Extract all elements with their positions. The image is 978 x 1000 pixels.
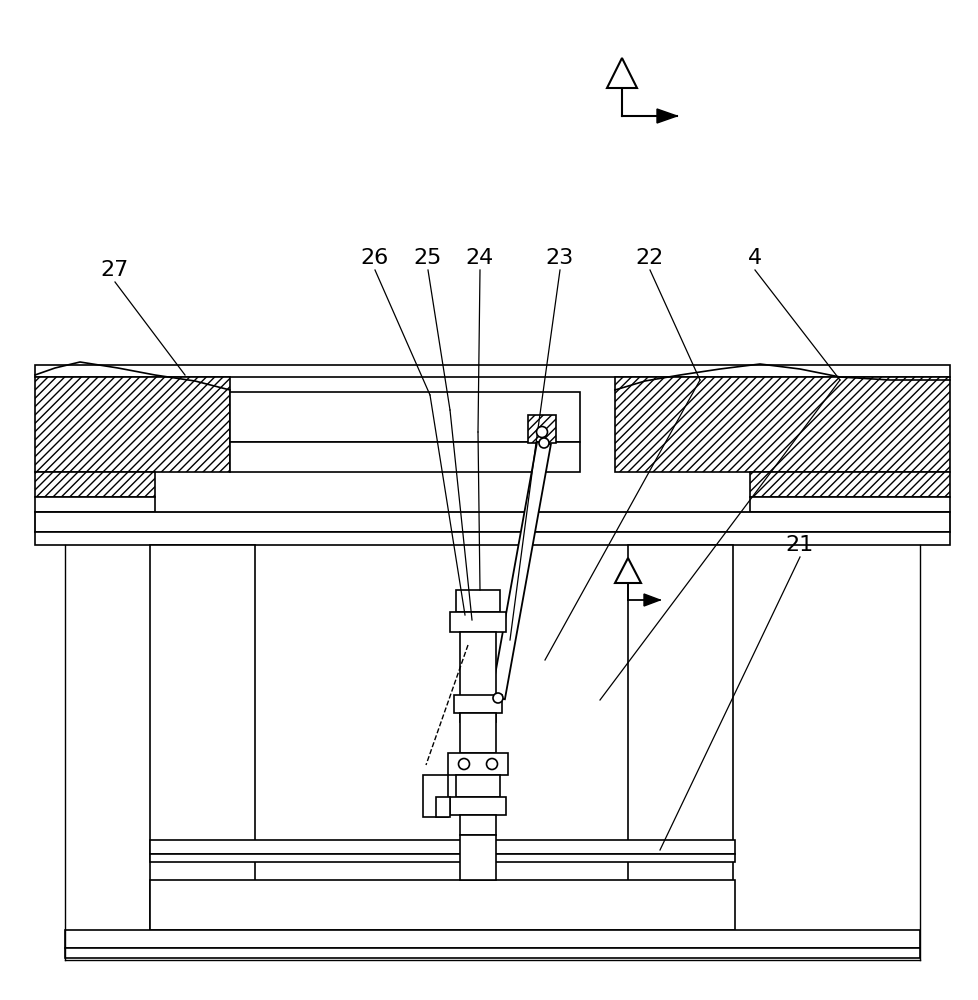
Bar: [749, 472, 949, 497]
Text: 22: 22: [636, 248, 663, 268]
Text: 24: 24: [466, 248, 494, 268]
Polygon shape: [614, 558, 641, 583]
Bar: [749, 497, 949, 512]
Bar: [35, 497, 155, 512]
Bar: [230, 392, 579, 442]
Bar: [150, 880, 734, 930]
Bar: [35, 532, 949, 545]
Circle shape: [536, 426, 547, 438]
Bar: [460, 815, 496, 835]
Bar: [460, 632, 496, 722]
Circle shape: [493, 693, 503, 703]
Bar: [627, 545, 733, 930]
Bar: [150, 840, 734, 854]
Text: 27: 27: [101, 260, 129, 280]
Bar: [422, 775, 448, 817]
Bar: [35, 365, 949, 377]
Bar: [150, 854, 734, 862]
Bar: [35, 472, 155, 497]
Bar: [230, 442, 579, 472]
Bar: [435, 797, 450, 817]
Bar: [456, 590, 500, 612]
Bar: [450, 612, 506, 632]
Text: 21: 21: [785, 535, 814, 555]
Bar: [65, 930, 919, 948]
Bar: [454, 695, 502, 713]
Text: 4: 4: [747, 248, 761, 268]
Bar: [65, 948, 919, 958]
Bar: [460, 835, 496, 880]
Polygon shape: [606, 58, 637, 88]
Circle shape: [486, 758, 497, 770]
Bar: [35, 512, 949, 532]
Polygon shape: [644, 594, 659, 606]
Bar: [150, 545, 254, 930]
Text: 25: 25: [414, 248, 442, 268]
Text: 26: 26: [361, 248, 388, 268]
Bar: [448, 753, 508, 775]
Circle shape: [458, 758, 469, 770]
Bar: [614, 377, 949, 472]
Polygon shape: [491, 442, 551, 699]
Bar: [460, 713, 496, 753]
Bar: [450, 797, 506, 815]
Circle shape: [539, 438, 549, 448]
Polygon shape: [656, 109, 677, 123]
Bar: [35, 377, 230, 472]
Bar: [456, 775, 500, 797]
Text: 23: 23: [546, 248, 573, 268]
Bar: [527, 415, 556, 443]
